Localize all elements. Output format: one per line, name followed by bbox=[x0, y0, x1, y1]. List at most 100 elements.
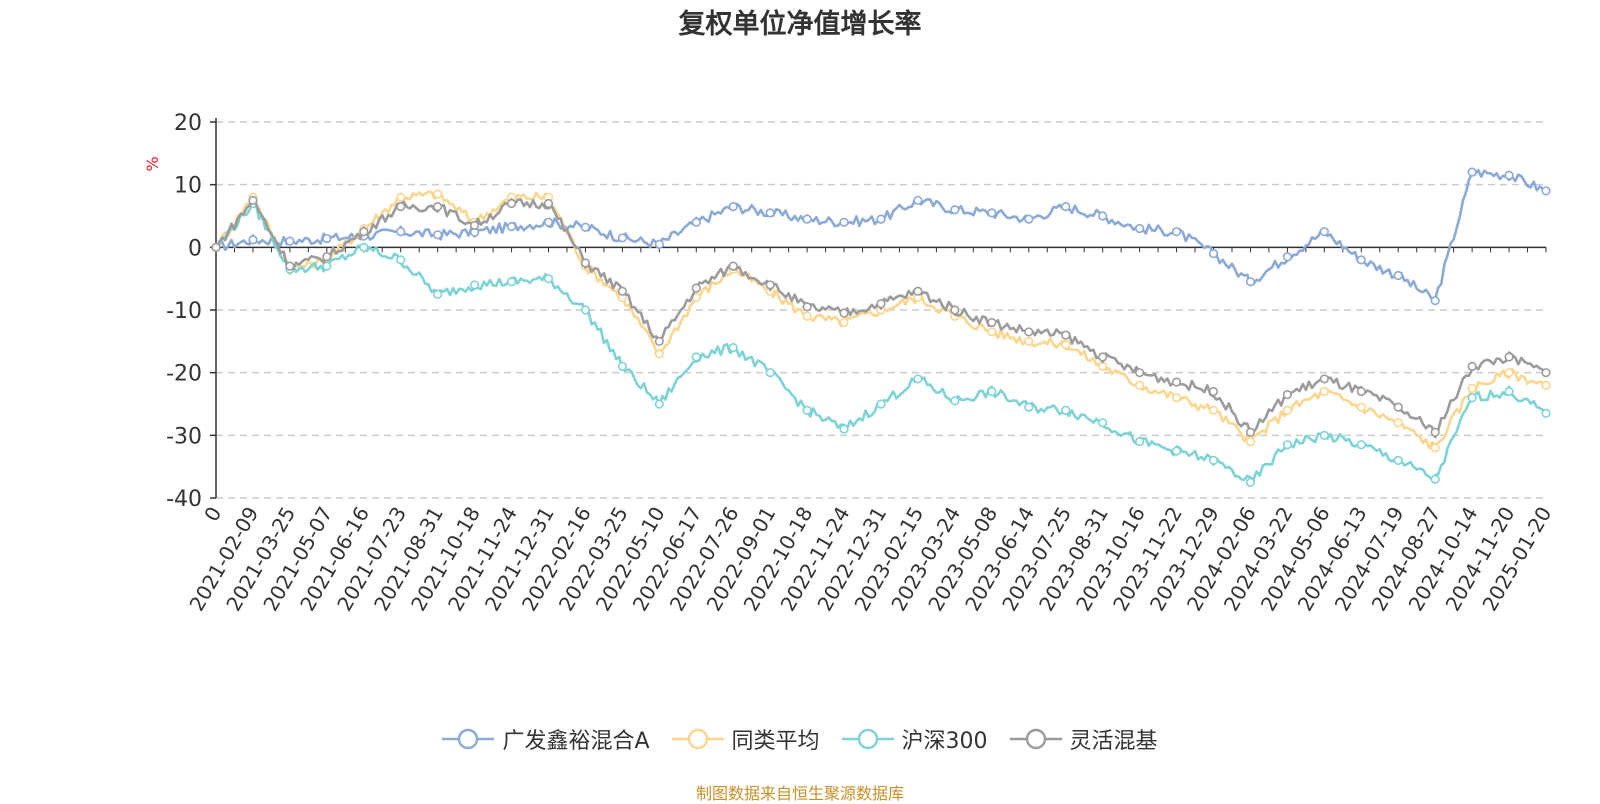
data-point bbox=[950, 205, 960, 215]
data-point bbox=[248, 195, 258, 205]
data-point bbox=[1467, 361, 1477, 372]
data-point bbox=[580, 258, 591, 268]
data-point bbox=[1356, 440, 1366, 450]
data-point bbox=[543, 274, 554, 284]
legend-item[interactable]: 同类平均 bbox=[671, 723, 820, 755]
data-point bbox=[1135, 368, 1145, 378]
data-point bbox=[322, 252, 332, 262]
data-point bbox=[1393, 418, 1403, 428]
legend-label: 灵活混基 bbox=[1069, 729, 1158, 754]
data-point bbox=[322, 261, 332, 271]
data-point bbox=[1208, 386, 1219, 397]
data-point bbox=[1319, 227, 1329, 237]
data-point bbox=[728, 343, 738, 353]
legend-swatch-circle bbox=[1025, 728, 1046, 750]
data-point bbox=[765, 280, 775, 290]
data-point bbox=[1467, 393, 1477, 403]
data-point bbox=[654, 239, 664, 249]
data-point bbox=[1208, 405, 1219, 415]
data-point bbox=[691, 217, 701, 227]
data-point bbox=[1504, 352, 1514, 362]
data-point bbox=[913, 286, 923, 296]
series-line bbox=[215, 198, 1547, 482]
data-point bbox=[1245, 477, 1256, 487]
data-point bbox=[506, 198, 517, 209]
series-line bbox=[215, 190, 1547, 450]
data-point bbox=[950, 396, 960, 406]
data-source-note: 制图数据来自恒生聚源数据库 bbox=[695, 784, 904, 803]
data-point bbox=[765, 208, 775, 218]
data-point bbox=[543, 198, 554, 209]
chart-title: 复权单位净值增长率 bbox=[678, 9, 922, 40]
data-point bbox=[913, 195, 923, 205]
data-point bbox=[617, 233, 627, 243]
legend-item[interactable]: 沪深300 bbox=[841, 723, 988, 755]
series-1 bbox=[211, 189, 1551, 453]
data-point bbox=[802, 311, 812, 321]
data-point bbox=[396, 192, 406, 202]
legend-swatch-icon bbox=[671, 728, 724, 750]
legend-swatch-icon bbox=[841, 728, 894, 750]
legend-item[interactable]: 灵活混基 bbox=[1009, 723, 1158, 755]
data-point bbox=[1319, 386, 1329, 397]
data-point bbox=[359, 227, 369, 237]
data-point bbox=[1024, 214, 1034, 224]
data-point bbox=[950, 305, 960, 315]
data-point bbox=[1356, 386, 1366, 397]
data-point bbox=[433, 230, 443, 240]
data-point bbox=[580, 305, 591, 315]
data-point bbox=[506, 277, 517, 287]
line-chart: 20100-10-20-30-40%02021-02-092021-03-252… bbox=[143, 111, 1556, 615]
data-point bbox=[470, 280, 480, 290]
data-point bbox=[1171, 393, 1182, 403]
data-point bbox=[654, 399, 664, 409]
data-point bbox=[396, 227, 406, 237]
data-point bbox=[1061, 339, 1071, 350]
y-tick-label: 10 bbox=[174, 174, 202, 199]
data-point bbox=[1024, 327, 1034, 337]
legend-item[interactable]: 广发鑫裕混合A bbox=[442, 723, 650, 755]
data-point bbox=[728, 261, 738, 271]
data-point bbox=[1541, 380, 1551, 390]
data-point bbox=[1393, 455, 1403, 466]
data-point bbox=[617, 286, 627, 296]
data-point bbox=[1467, 167, 1477, 177]
legend-label: 同类平均 bbox=[731, 729, 820, 754]
data-point bbox=[285, 236, 295, 246]
data-point bbox=[1319, 430, 1329, 440]
data-point bbox=[1098, 352, 1108, 362]
series-line bbox=[214, 168, 1547, 301]
data-point bbox=[1135, 437, 1145, 447]
series-lines bbox=[211, 167, 1551, 487]
data-point bbox=[728, 202, 738, 212]
data-point bbox=[987, 327, 997, 337]
data-point bbox=[1430, 474, 1440, 484]
data-point bbox=[691, 283, 701, 293]
series-3 bbox=[211, 195, 1551, 439]
data-point bbox=[839, 424, 849, 434]
data-point bbox=[1319, 374, 1329, 384]
data-point bbox=[1541, 408, 1551, 419]
data-point bbox=[1245, 277, 1256, 287]
data-point bbox=[1171, 377, 1182, 387]
data-point bbox=[1098, 418, 1108, 428]
data-point bbox=[1282, 252, 1292, 262]
series-0 bbox=[211, 167, 1551, 306]
data-point bbox=[802, 405, 812, 415]
y-tick-label: -20 bbox=[166, 362, 202, 387]
data-point bbox=[617, 361, 627, 372]
data-point bbox=[248, 235, 258, 245]
axes bbox=[210, 118, 1547, 499]
data-point bbox=[396, 255, 406, 265]
data-point bbox=[1393, 402, 1403, 412]
data-point bbox=[839, 308, 849, 318]
data-point bbox=[285, 261, 295, 271]
data-point bbox=[433, 202, 443, 212]
data-point bbox=[1061, 330, 1071, 340]
data-point bbox=[765, 368, 775, 378]
data-point bbox=[876, 214, 886, 224]
data-point bbox=[1430, 427, 1440, 437]
data-point bbox=[654, 349, 664, 359]
y-tick-label: -10 bbox=[166, 299, 202, 324]
data-point bbox=[1541, 368, 1551, 378]
